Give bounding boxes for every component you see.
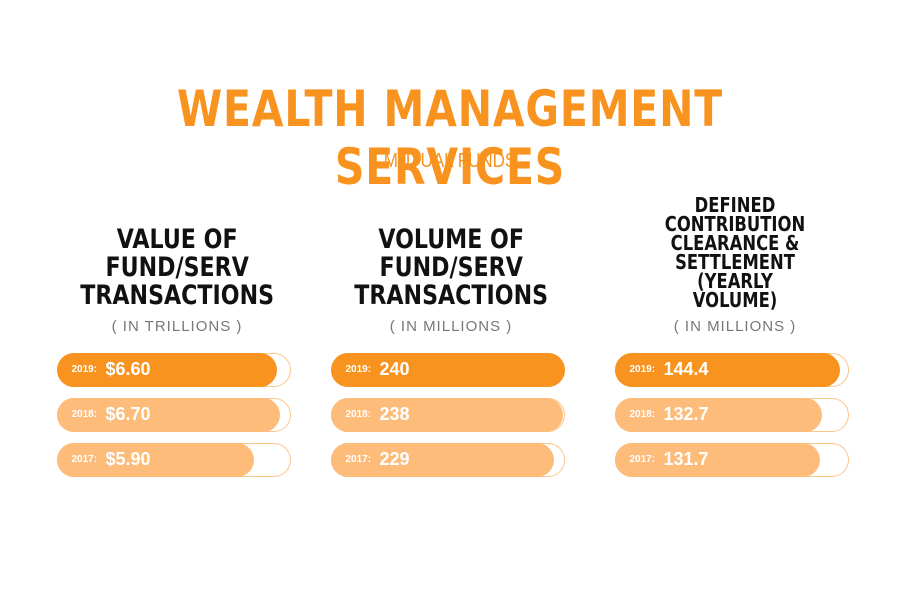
bar-year-label: 2018: bbox=[71, 409, 98, 420]
bar-track: 2017: $5.90 bbox=[56, 442, 291, 477]
bar-year-label: 2019: bbox=[629, 364, 656, 375]
chart-unit: ( IN TRILLIONS ) bbox=[111, 318, 243, 335]
chart-title: DEFINED CONTRIBUTION CLEARANCE & SETTLEM… bbox=[664, 193, 806, 312]
bar-track: 2019: 240 bbox=[330, 352, 565, 387]
bar-year-label: 2017: bbox=[629, 454, 656, 465]
bar-track: 2019: $6.60 bbox=[56, 352, 291, 387]
chart-panel-defined-contribution: DEFINED CONTRIBUTION CLEARANCE & SETTLEM… bbox=[614, 195, 855, 488]
bar-list: 2019: $6.60 2018: $6.70 2017: $5.90 bbox=[56, 352, 297, 477]
bar-track: 2019: 144.4 bbox=[614, 352, 849, 387]
chart-title: VOLUME OF FUND/SERV TRANSACTIONS bbox=[354, 224, 548, 311]
chart-unit: ( IN MILLIONS ) bbox=[673, 318, 797, 335]
bar: 2017: 131.7 bbox=[614, 442, 820, 477]
bar-value-label: 131.7 bbox=[663, 449, 709, 469]
bar: 2018: $6.70 bbox=[56, 397, 281, 432]
bar: 2018: 132.7 bbox=[614, 397, 822, 432]
chart-panel-volume: VOLUME OF FUND/SERV TRANSACTIONS ( IN MI… bbox=[330, 218, 571, 488]
bar-year-label: 2018: bbox=[629, 409, 656, 420]
bar: 2019: 144.4 bbox=[614, 352, 840, 387]
bar-year-label: 2019: bbox=[71, 364, 98, 375]
bar-year-label: 2017: bbox=[71, 454, 98, 465]
bar-value-label: $6.70 bbox=[105, 404, 151, 424]
bar-list: 2019: 240 2018: 238 2017: 229 bbox=[330, 352, 571, 477]
bar-value-label: 240 bbox=[379, 359, 410, 379]
bar-list: 2019: 144.4 2018: 132.7 2017: 131.7 bbox=[614, 352, 855, 477]
bar: 2017: $5.90 bbox=[56, 442, 254, 477]
chart-header: VOLUME OF FUND/SERV TRANSACTIONS bbox=[331, 218, 571, 310]
bar-track: 2017: 131.7 bbox=[614, 442, 849, 477]
bar-year-label: 2018: bbox=[345, 409, 372, 420]
bar-track: 2017: 229 bbox=[330, 442, 565, 477]
bar-value-label: $5.90 bbox=[105, 449, 151, 469]
chart-panel-value: VALUE OF FUND/SERV TRANSACTIONS ( IN TRI… bbox=[56, 218, 297, 488]
bar-track: 2018: 132.7 bbox=[614, 397, 849, 432]
chart-header: DEFINED CONTRIBUTION CLEARANCE & SETTLEM… bbox=[615, 195, 855, 310]
chart-unit: ( IN MILLIONS ) bbox=[389, 318, 513, 335]
bar: 2019: 240 bbox=[330, 352, 565, 387]
bar-track: 2018: $6.70 bbox=[56, 397, 291, 432]
bar-value-label: 144.4 bbox=[663, 359, 709, 379]
bar-track: 2018: 238 bbox=[330, 397, 565, 432]
page-subtitle: MUTUAL FUNDS bbox=[383, 150, 517, 172]
bar-value-label: 238 bbox=[379, 404, 410, 424]
bar-value-label: 132.7 bbox=[663, 404, 709, 424]
bar: 2017: 229 bbox=[330, 442, 554, 477]
chart-title: VALUE OF FUND/SERV TRANSACTIONS bbox=[80, 224, 274, 311]
chart-header: VALUE OF FUND/SERV TRANSACTIONS bbox=[57, 218, 297, 310]
bar-value-label: 229 bbox=[379, 449, 410, 469]
page-title: WEALTH MANAGEMENT SERVICES bbox=[176, 80, 724, 196]
bar-year-label: 2019: bbox=[345, 364, 372, 375]
bar: 2018: 238 bbox=[330, 397, 563, 432]
bar-year-label: 2017: bbox=[345, 454, 372, 465]
bar-value-label: $6.60 bbox=[105, 359, 151, 379]
bar: 2019: $6.60 bbox=[56, 352, 278, 387]
